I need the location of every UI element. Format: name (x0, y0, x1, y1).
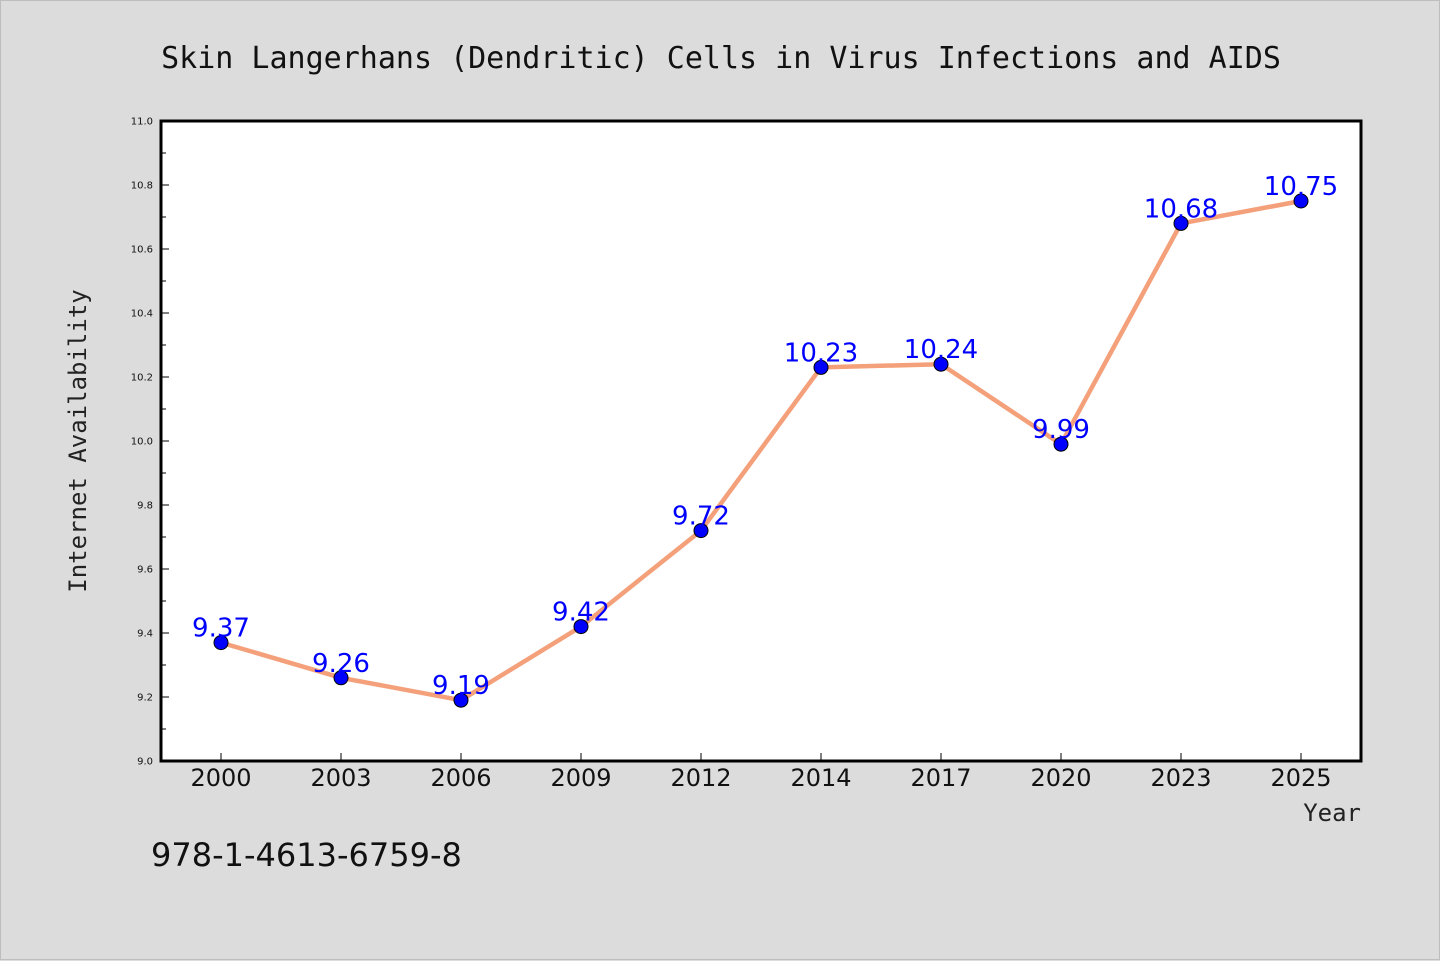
x-tick-label: 2000 (190, 764, 251, 792)
data-label: 10.68 (1144, 194, 1218, 224)
y-tick-label: 9.2 (137, 693, 153, 704)
x-axis-title: Year (1303, 799, 1361, 827)
data-label: 9.99 (1032, 415, 1090, 445)
data-label: 10.24 (904, 335, 978, 365)
y-tick-label: 10.6 (131, 245, 153, 256)
x-tick-label: 2023 (1150, 764, 1211, 792)
data-point (813, 359, 829, 375)
x-tick-label: 2009 (550, 764, 611, 792)
y-axis-title: Internet Availability (64, 289, 92, 592)
data-label: 9.72 (672, 502, 730, 532)
y-tick-label: 10.0 (131, 437, 153, 448)
y-tick-label: 9.0 (137, 757, 153, 768)
data-label: 10.75 (1264, 172, 1338, 202)
data-labels: 9.37 9.26 9.19 9.42 9.72 10.23 10.24 9.99 10.68 1… (192, 172, 1338, 701)
y-tick-label: 11.0 (131, 117, 153, 128)
x-axis: 2000 2003 2006 2009 2012 2014 2017 2020 2023 2025 (190, 753, 1332, 792)
footer-note: 978-1-4613-6759-8 (151, 836, 462, 874)
x-tick-label: 2012 (670, 764, 731, 792)
x-tick-label: 2014 (790, 764, 851, 792)
y-tick-label: 9.4 (137, 629, 153, 640)
data-point (1173, 215, 1189, 231)
data-point (693, 523, 709, 539)
chart-title: Skin Langerhans (Dendritic) Cells in Vir… (161, 41, 1281, 76)
data-label: 9.37 (192, 614, 250, 644)
x-tick-label: 2025 (1270, 764, 1331, 792)
data-label: 9.42 (552, 598, 610, 628)
plot-area (159, 119, 1363, 763)
data-point (453, 692, 469, 708)
data-label: 9.19 (432, 671, 490, 701)
y-tick-label: 9.8 (137, 501, 153, 512)
data-points (213, 193, 1309, 708)
y-axis: 9.0 9.2 9.4 9.6 9.8 10.0 10.2 10.4 10.6 10.8 11.0 (131, 117, 169, 768)
x-tick-label: 2006 (430, 764, 491, 792)
data-point (573, 619, 589, 635)
y-tick-label: 10.2 (131, 373, 153, 384)
x-tick-label: 2017 (910, 764, 971, 792)
y-tick-label: 10.8 (131, 181, 153, 192)
data-point (1293, 193, 1309, 209)
data-point (333, 670, 349, 686)
data-point (1053, 436, 1069, 452)
data-point (213, 635, 229, 651)
data-point (933, 356, 949, 372)
y-tick-label: 9.6 (137, 565, 153, 576)
data-label: 10.23 (784, 338, 858, 368)
x-tick-label: 2020 (1030, 764, 1091, 792)
series-line (218, 198, 1304, 703)
data-label: 9.26 (312, 649, 370, 679)
y-tick-label: 10.4 (131, 309, 153, 320)
x-tick-label: 2003 (310, 764, 371, 792)
